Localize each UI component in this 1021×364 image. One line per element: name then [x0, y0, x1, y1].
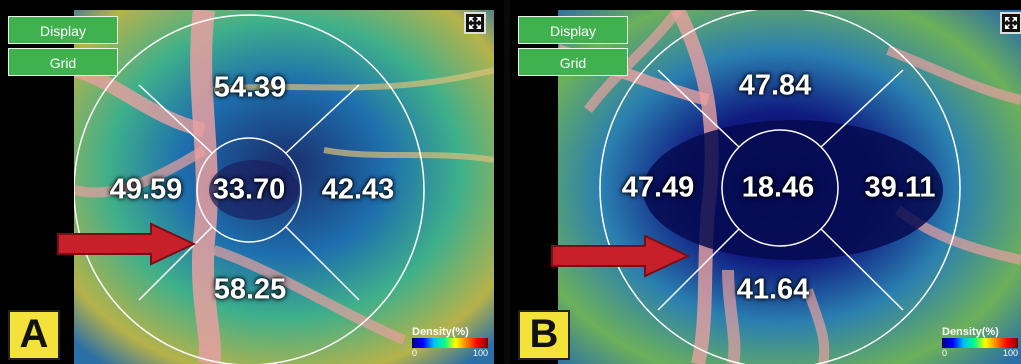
panel-a: Display Grid 54.39 49.59 33.70 42.43 58.… — [0, 0, 504, 364]
temporal-value: 47.49 — [621, 171, 695, 204]
legend-max: 100 — [472, 348, 488, 358]
density-map-b — [558, 10, 1021, 364]
vessel-density-image — [74, 10, 494, 364]
red-arrow-icon — [551, 234, 690, 278]
grid-button[interactable]: Grid — [518, 48, 628, 76]
red-arrow-icon — [57, 222, 196, 266]
center-value: 33.70 — [212, 173, 286, 206]
vessel-density-image — [558, 10, 1021, 364]
legend-color-bar — [942, 338, 1018, 348]
panel-b: Display Grid 47.84 47.49 18.46 39.11 41.… — [510, 0, 1021, 364]
legend-color-bar — [412, 338, 488, 348]
legend-title: Density(%) — [942, 326, 999, 338]
superior-value: 54.39 — [213, 71, 287, 104]
inferior-value: 58.25 — [213, 273, 287, 306]
legend-title: Density(%) — [412, 326, 469, 338]
superior-value: 47.84 — [738, 69, 812, 102]
display-button[interactable]: Display — [8, 16, 118, 44]
density-map-a — [74, 10, 494, 364]
panel-letter-b: B — [518, 310, 570, 360]
display-button[interactable]: Display — [518, 16, 628, 44]
density-legend: Density(%) 0 100 — [412, 326, 488, 358]
legend-min: 0 — [412, 348, 418, 358]
panel-letter-a: A — [8, 310, 60, 360]
nasal-value: 39.11 — [864, 171, 936, 204]
expand-icon[interactable] — [1000, 12, 1021, 34]
nasal-value: 42.43 — [321, 173, 395, 206]
temporal-value: 49.59 — [109, 173, 183, 206]
inferior-value: 41.64 — [736, 273, 810, 306]
density-legend: Density(%) 0 100 — [942, 326, 1018, 358]
legend-min: 0 — [942, 348, 948, 358]
expand-icon[interactable] — [464, 12, 486, 34]
center-value: 18.46 — [741, 171, 815, 204]
legend-max: 100 — [1002, 348, 1018, 358]
grid-button[interactable]: Grid — [8, 48, 118, 76]
